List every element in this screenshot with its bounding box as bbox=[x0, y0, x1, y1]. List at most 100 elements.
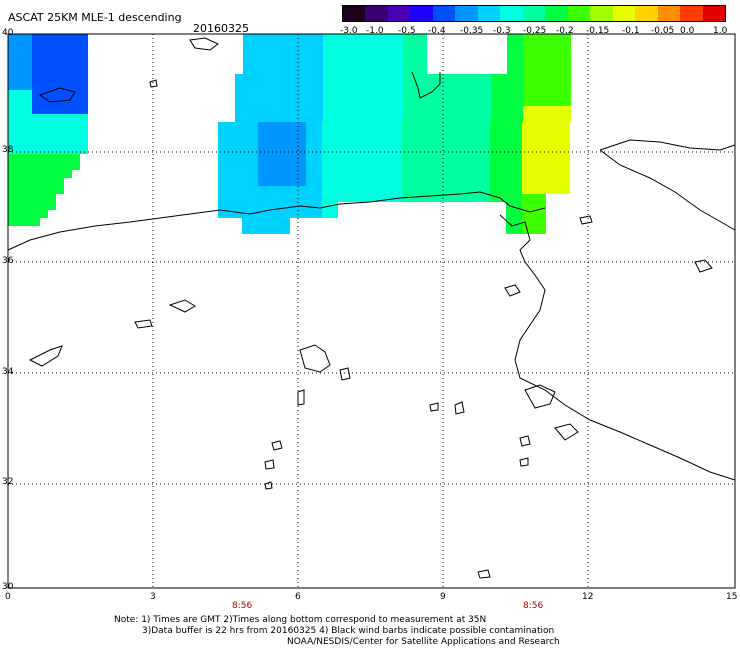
swath-cell bbox=[386, 130, 394, 138]
colorbar-swatch bbox=[702, 6, 725, 21]
swath-cell bbox=[243, 50, 251, 58]
swath-cell bbox=[274, 218, 282, 226]
swath-cell bbox=[267, 74, 275, 82]
swath-cell bbox=[80, 66, 88, 74]
swath-cell bbox=[418, 146, 426, 154]
swath-cell bbox=[378, 154, 386, 162]
swath-cell bbox=[411, 114, 419, 122]
swath-cell bbox=[562, 122, 570, 130]
swath-cell bbox=[298, 170, 306, 178]
colorbar-tick-label: 0.0 bbox=[680, 26, 695, 36]
swath-cell bbox=[490, 186, 498, 194]
swath-cell bbox=[354, 122, 362, 130]
swath-cell bbox=[563, 66, 571, 74]
swath-cell bbox=[355, 50, 363, 58]
swath-cell bbox=[539, 66, 547, 74]
swath-cell bbox=[80, 58, 88, 66]
swath-cell bbox=[371, 106, 379, 114]
swath-cell bbox=[458, 194, 466, 202]
swath-cell bbox=[16, 170, 24, 178]
swath-cell bbox=[80, 146, 88, 154]
swath-cell bbox=[395, 74, 403, 82]
swath-cell bbox=[291, 82, 299, 90]
swath-cell bbox=[339, 34, 347, 42]
swath-cell bbox=[467, 106, 475, 114]
note-line-1: Note: 1) Times are GMT 2)Times along bot… bbox=[114, 615, 487, 625]
swath-cell bbox=[8, 74, 16, 82]
swath-cell bbox=[363, 66, 371, 74]
swath-cell bbox=[306, 202, 314, 210]
swath-cell bbox=[218, 202, 226, 210]
swath-cell bbox=[72, 106, 80, 114]
swath-cell bbox=[40, 154, 48, 162]
swath-cell bbox=[402, 186, 410, 194]
swath-cell bbox=[419, 42, 427, 50]
swath-cell bbox=[330, 202, 338, 210]
swath-cell bbox=[291, 42, 299, 50]
swath-cell bbox=[64, 90, 72, 98]
swath-cell bbox=[331, 106, 339, 114]
swath-cell bbox=[563, 42, 571, 50]
swath-cell bbox=[346, 154, 354, 162]
swath-cell bbox=[298, 122, 306, 130]
swath-cell bbox=[8, 58, 16, 66]
swath-cell bbox=[515, 114, 523, 122]
swath-cell bbox=[563, 58, 571, 66]
swath-cell bbox=[266, 122, 274, 130]
colorbar-tick-label: -0.25 bbox=[523, 26, 547, 36]
swath-cell bbox=[251, 66, 259, 74]
swath-cell bbox=[16, 194, 24, 202]
swath-cell bbox=[482, 186, 490, 194]
swath-cell bbox=[426, 130, 434, 138]
swath-cell bbox=[490, 146, 498, 154]
swath-cell bbox=[72, 114, 80, 122]
swath-cell bbox=[40, 74, 48, 82]
swath-cell bbox=[8, 106, 16, 114]
swath-cell bbox=[555, 74, 563, 82]
swath-cell bbox=[283, 74, 291, 82]
swath-cell bbox=[395, 106, 403, 114]
swath-cell bbox=[474, 154, 482, 162]
swath-cell bbox=[458, 170, 466, 178]
swath-cell bbox=[282, 218, 290, 226]
swath-cell bbox=[298, 194, 306, 202]
swath-cell bbox=[346, 162, 354, 170]
swath-cell bbox=[490, 170, 498, 178]
swath-cell bbox=[322, 186, 330, 194]
swath-cell bbox=[314, 130, 322, 138]
swath-cell bbox=[56, 34, 64, 42]
swath-cell bbox=[258, 170, 266, 178]
swath-cell bbox=[339, 90, 347, 98]
swath-cell bbox=[80, 34, 88, 42]
swath-cell bbox=[242, 178, 250, 186]
swath-cell bbox=[250, 226, 258, 234]
swath-cell bbox=[16, 210, 24, 218]
note-line-3: NOAA/NESDIS/Center for Satellite Applica… bbox=[287, 637, 560, 647]
swath-cell bbox=[315, 90, 323, 98]
swath-cell bbox=[226, 146, 234, 154]
swath-cell bbox=[410, 186, 418, 194]
lat-label: 40 bbox=[2, 28, 14, 38]
swath-cell bbox=[379, 98, 387, 106]
swath-cell bbox=[531, 42, 539, 50]
swath-cell bbox=[266, 162, 274, 170]
swath-cell bbox=[507, 42, 515, 50]
swath-cell bbox=[554, 146, 562, 154]
colorbar-swatch bbox=[545, 6, 568, 21]
swath-cell bbox=[234, 178, 242, 186]
swath-cell bbox=[291, 106, 299, 114]
swath-cell bbox=[274, 154, 282, 162]
swath-cell bbox=[538, 178, 546, 186]
swath-cell bbox=[410, 194, 418, 202]
swath-cell bbox=[547, 106, 555, 114]
swath-cell bbox=[466, 186, 474, 194]
swath-cell bbox=[48, 154, 56, 162]
swath-cell bbox=[274, 202, 282, 210]
swath-cell bbox=[226, 170, 234, 178]
swath-cell bbox=[562, 170, 570, 178]
swath-cell bbox=[251, 34, 259, 42]
swath-cell bbox=[378, 138, 386, 146]
swath-cell bbox=[72, 98, 80, 106]
swath-cell bbox=[562, 154, 570, 162]
